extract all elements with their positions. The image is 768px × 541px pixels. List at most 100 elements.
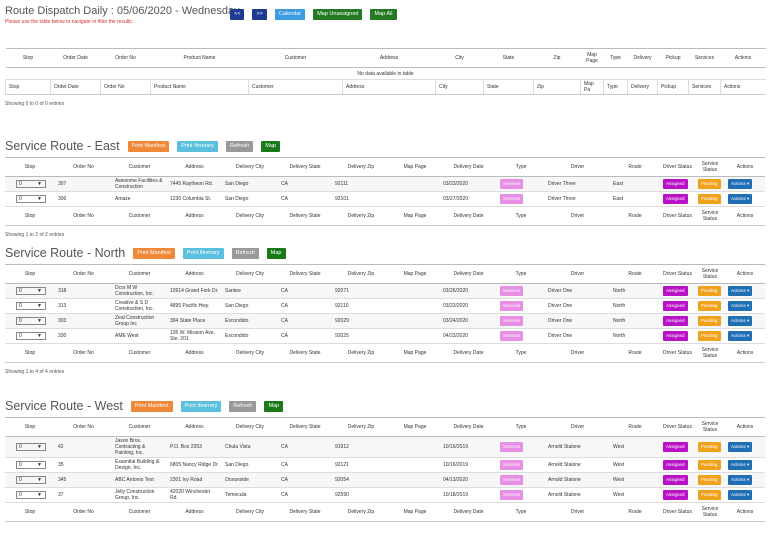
column-header[interactable]: Driver [545,264,610,284]
column-header[interactable]: Delivery Zip [332,417,390,437]
column-header[interactable]: Delivery Zip [332,264,390,284]
column-header[interactable]: Delivery Date [440,417,497,437]
route-button[interactable]: Map [266,247,286,259]
column-header[interactable]: Delivery [627,48,658,68]
route-button[interactable]: Print Manifest [133,247,175,259]
column-header[interactable]: Stop [5,48,51,68]
stop-select[interactable]: 0 [16,302,46,310]
header-button[interactable]: Calendar [274,9,306,20]
column-header[interactable]: Driver Status [660,417,695,437]
column-header[interactable]: City [435,48,484,68]
column-header[interactable]: Delivery Date [440,264,497,284]
stop-select[interactable]: 0 [16,491,46,499]
stop-select[interactable]: 0 [16,287,46,295]
column-header[interactable]: Order No [100,48,151,68]
route-title: Service Route - West [5,399,123,413]
stop-select[interactable]: 0 [16,461,46,469]
actions-button[interactable]: Actions [728,286,753,296]
column-header[interactable]: Delivery State [278,417,332,437]
stop-select[interactable]: 0 [16,180,46,188]
column-header[interactable]: Stop [5,157,55,177]
route-button[interactable]: Print Itinerary [180,400,222,412]
column-header[interactable]: Type [497,264,545,284]
actions-button[interactable]: Actions [728,460,753,470]
header-button[interactable]: >> [252,9,267,20]
stop-select[interactable]: 0 [16,443,46,451]
column-header[interactable]: State [483,48,534,68]
column-header[interactable]: Pickup [657,48,689,68]
column-header[interactable]: Services [688,48,721,68]
actions-button[interactable]: Actions [728,301,753,311]
header-button[interactable]: Map Unassigned [313,9,363,20]
column-header[interactable]: Driver Status [660,264,695,284]
column-header[interactable]: Actions [725,157,765,177]
route-button[interactable]: Print Manifest [127,140,170,152]
column-header[interactable]: Stop [5,264,55,284]
column-header[interactable]: Type [497,417,545,437]
stop-select[interactable]: 0 [16,332,46,340]
column-header[interactable]: Customer [112,264,167,284]
route-button[interactable]: Print Manifest [130,400,173,412]
column-header[interactable]: Service Status [695,264,725,284]
column-header[interactable]: Map Page [390,264,440,284]
route-button[interactable]: Refresh [231,247,259,259]
actions-button[interactable]: Actions [728,475,753,485]
column-header[interactable]: Route [610,417,660,437]
column-header[interactable]: Driver [545,157,610,177]
actions-button[interactable]: Actions [728,490,753,500]
column-header[interactable]: Delivery City [222,417,278,437]
column-header[interactable]: Address [342,48,436,68]
column-header[interactable]: Order No [55,264,112,284]
column-header[interactable]: Zip [533,48,581,68]
stop-select[interactable]: 0 [16,195,46,203]
column-header[interactable]: Address [167,417,222,437]
route-button[interactable]: Refresh [229,400,257,412]
actions-button[interactable]: Actions [728,331,753,341]
column-header[interactable]: Customer [112,157,167,177]
column-header[interactable]: Type [603,48,628,68]
column-header[interactable]: Actions [725,417,765,437]
route-button[interactable]: Print Itinerary [177,140,218,152]
column-header[interactable]: Product Name [150,48,249,68]
column-header[interactable]: Service Status [695,157,725,177]
route-button[interactable]: Print Itinerary [182,247,224,259]
column-header[interactable]: Customer [112,417,167,437]
column-header[interactable]: Route [610,157,660,177]
column-header[interactable]: Delivery State [278,264,332,284]
column-header[interactable]: Order No [55,157,112,177]
route-button[interactable]: Map [261,140,280,152]
column-header[interactable]: Customer [248,48,343,68]
footer-cell: Type [497,343,545,363]
actions-button[interactable]: Actions [728,179,753,189]
actions-button[interactable]: Actions [728,194,753,204]
stop-select[interactable]: 0 [16,476,46,484]
column-header[interactable]: Delivery City [222,157,278,177]
column-header[interactable]: Actions [720,48,766,68]
column-header[interactable]: Map Page [390,157,440,177]
column-header[interactable]: Driver [545,417,610,437]
column-header[interactable]: Delivery State [278,157,332,177]
actions-button[interactable]: Actions [728,442,753,452]
column-header[interactable]: Actions [725,264,765,284]
column-header[interactable]: Type [497,157,545,177]
column-header[interactable]: Delivery Date [440,157,497,177]
header-button[interactable]: Map All [370,9,397,20]
actions-button[interactable]: Actions [728,316,753,326]
service-status: Pending [698,475,721,485]
column-header[interactable]: Address [167,264,222,284]
column-header[interactable]: Map Page [580,48,604,68]
column-header[interactable]: Map Page [390,417,440,437]
route-button[interactable]: Map [264,400,284,412]
column-header[interactable]: Order No [55,417,112,437]
column-header[interactable]: Driver Status [660,157,695,177]
header-button[interactable]: << [230,9,245,20]
column-header[interactable]: Delivery City [222,264,278,284]
column-header[interactable]: Service Status [695,417,725,437]
stop-select[interactable]: 0 [16,317,46,325]
column-header[interactable]: Stop [5,417,55,437]
route-button[interactable]: Refresh [225,140,254,152]
column-header[interactable]: Route [610,264,660,284]
column-header[interactable]: Address [167,157,222,177]
column-header[interactable]: Order Date [50,48,101,68]
column-header[interactable]: Delivery Zip [332,157,390,177]
